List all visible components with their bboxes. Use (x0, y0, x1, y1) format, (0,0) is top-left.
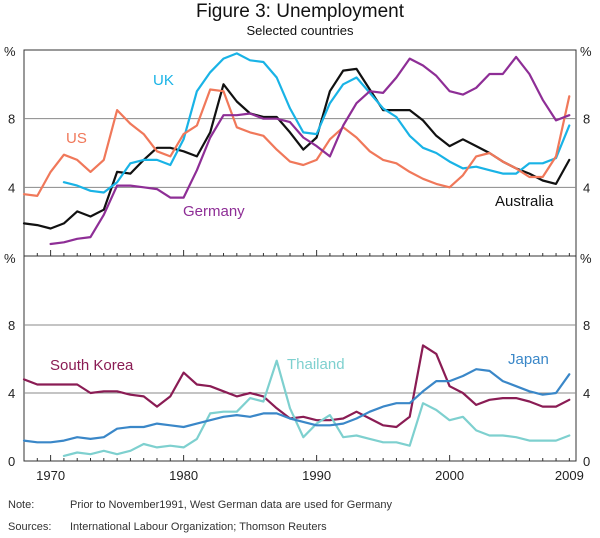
series-line-us (22, 88, 571, 197)
sources-text: International Labour Organization; Thoms… (70, 521, 327, 533)
series-label-south-korea: South Korea (50, 357, 134, 374)
top-ytick-right-4: 4 (583, 180, 590, 195)
top-ytick-left-8: 8 (8, 112, 15, 127)
bottom-ytick-left-8: 8 (8, 318, 15, 333)
bottom-ytick-left-4: 4 (8, 386, 15, 401)
series-line-thailand (62, 359, 571, 457)
series-label-japan: Japan (508, 351, 549, 368)
bottom-ytick-left-0: 0 (8, 454, 15, 469)
series-label-australia: Australia (495, 193, 554, 210)
series-label-thailand: Thailand (287, 356, 345, 373)
top-ytick-right-8: 8 (583, 112, 590, 127)
note-text: Prior to November1991, West German data … (70, 499, 392, 511)
series-line-germany (49, 55, 571, 246)
top-ytick-left-4: 4 (8, 180, 15, 195)
series-line-japan (22, 368, 571, 444)
series-line-uk (62, 52, 571, 194)
series-label-us: US (66, 130, 87, 147)
xtick-label-2000: 2000 (435, 468, 464, 483)
xtick-label-2009: 2009 (555, 468, 584, 483)
bottom-ytick-right-8: 8 (583, 318, 590, 333)
series-label-germany: Germany (183, 203, 245, 220)
sources-line: Sources: International Labour Organizatio… (8, 521, 327, 533)
note-label: Note: (8, 499, 35, 511)
note-line: Note: Prior to November1991, West German … (8, 499, 392, 511)
series-label-uk: UK (153, 72, 174, 89)
chart-subtitle: Selected countries (246, 23, 354, 38)
top-unit-label-left: % (4, 44, 16, 59)
chart-title: Figure 3: Unemployment (195, 1, 405, 22)
series-line-south-korea (22, 344, 571, 429)
sources-label: Sources: (8, 521, 52, 533)
top-unit-label-right: % (580, 44, 592, 59)
bottom-ytick-right-0: 0 (583, 454, 590, 469)
series-line-australia (22, 67, 571, 230)
bottom-ytick-right-4: 4 (583, 386, 590, 401)
bottom-unit-label-right: % (580, 251, 592, 266)
xtick-label-1970: 1970 (36, 468, 65, 483)
xtick-label-1990: 1990 (302, 468, 331, 483)
xtick-label-1980: 1980 (169, 468, 198, 483)
bottom-unit-label-left: % (4, 251, 16, 266)
